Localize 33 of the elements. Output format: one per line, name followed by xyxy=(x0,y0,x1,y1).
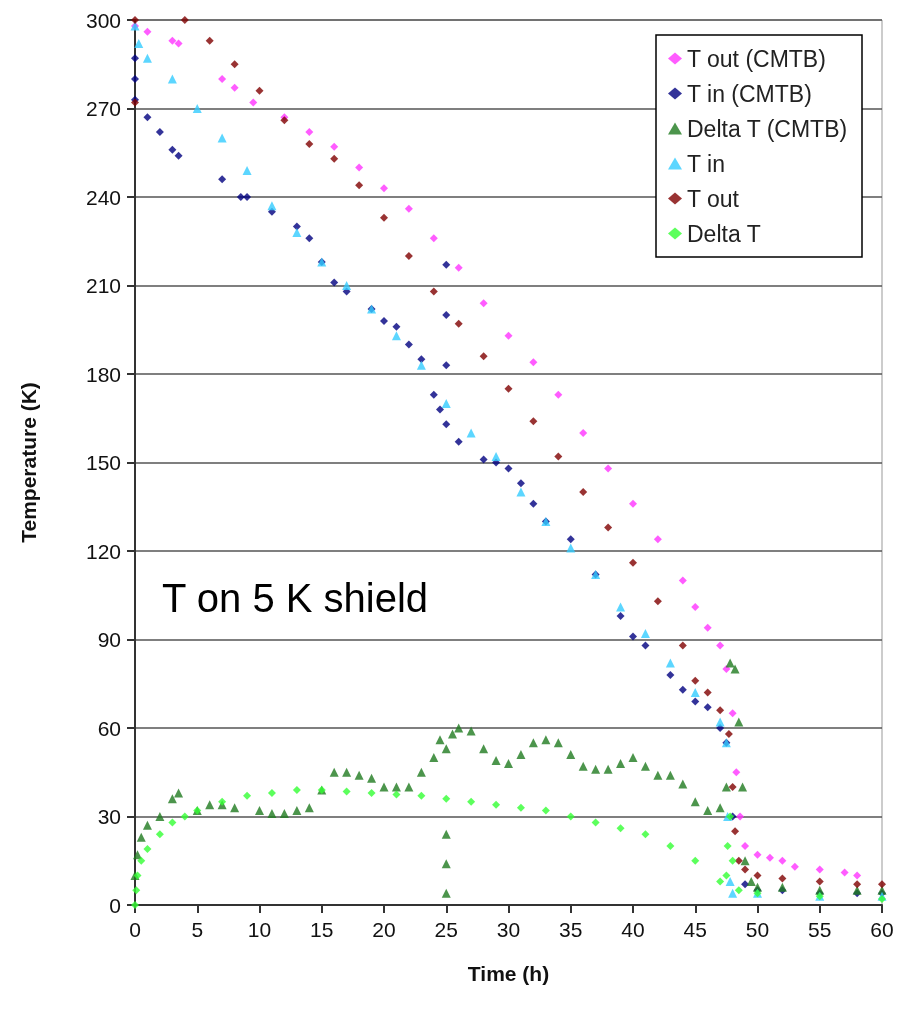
y-tick-label: 150 xyxy=(85,451,121,474)
x-tick-label: 50 xyxy=(745,918,770,941)
x-axis-title: Time (h) xyxy=(467,962,550,985)
legend-label: Delta T xyxy=(687,220,761,247)
x-tick-label: 10 xyxy=(247,918,272,941)
y-tick-label: 90 xyxy=(97,628,121,651)
y-axis-title: Temperature (K) xyxy=(17,382,40,543)
legend-label: Delta T (CMTB) xyxy=(687,115,848,142)
y-tick-label: 60 xyxy=(97,716,121,740)
x-tick-label: 55 xyxy=(808,918,832,941)
x-tick-label: 0 xyxy=(129,918,141,941)
y-tick-label: 0 xyxy=(109,893,121,917)
annotation: T on 5 K shield xyxy=(162,576,429,620)
x-tick-label: 35 xyxy=(559,918,583,941)
y-tick-label: 300 xyxy=(85,8,121,32)
y-tick-label: 210 xyxy=(85,274,121,297)
x-tick-label: 30 xyxy=(496,918,521,941)
x-tick-label: 40 xyxy=(621,918,645,941)
x-tick-label: 25 xyxy=(434,918,458,941)
x-tick-label: 60 xyxy=(870,918,894,941)
legend-label: T in (CMTB) xyxy=(687,80,812,107)
y-tick-label: 180 xyxy=(85,362,121,386)
y-tick-label: 240 xyxy=(85,185,121,209)
legend-label: T out xyxy=(687,185,740,212)
x-tick-label: 20 xyxy=(372,918,396,941)
legend-label: T in xyxy=(687,150,725,177)
legend-label: T out (CMTB) xyxy=(687,45,826,72)
x-tick-label: 45 xyxy=(683,918,707,941)
x-tick-label: 5 xyxy=(191,918,204,941)
y-tick-label: 120 xyxy=(85,539,121,563)
y-tick-label: 270 xyxy=(85,97,121,120)
y-tick-label: 30 xyxy=(97,805,121,828)
x-tick-label: 15 xyxy=(310,918,334,941)
